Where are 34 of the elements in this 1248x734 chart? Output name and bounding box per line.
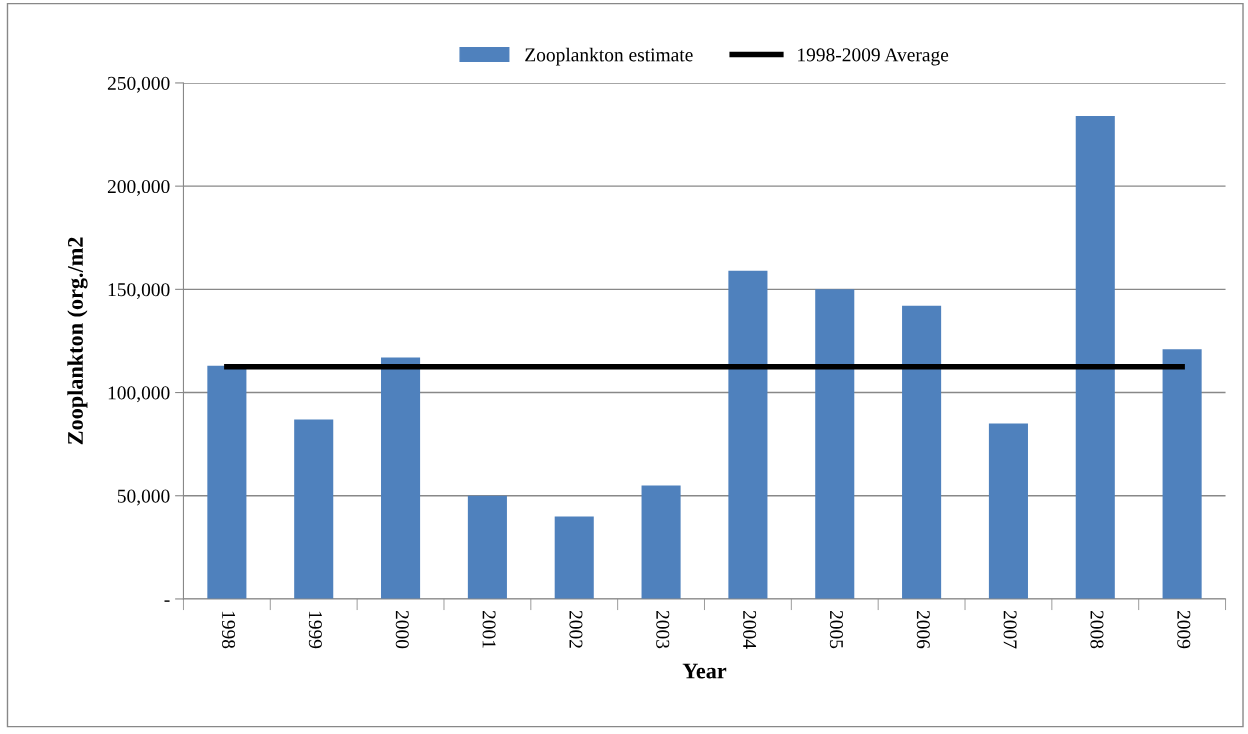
x-tick-label: 2006 bbox=[916, 610, 930, 649]
bar bbox=[728, 270, 768, 599]
x-tick-label: 1998 bbox=[222, 611, 236, 649]
x-axis-title: Year bbox=[682, 663, 727, 679]
y-tick-label: 250,000 bbox=[107, 76, 170, 93]
y-tick-label: 150,000 bbox=[108, 283, 170, 300]
y-tick-label: 50,000 bbox=[117, 489, 170, 506]
bar bbox=[641, 485, 681, 599]
bar bbox=[207, 365, 247, 599]
bar bbox=[902, 305, 942, 599]
x-tick-label: 1999 bbox=[308, 611, 322, 649]
x-tick-label: 2004 bbox=[743, 610, 757, 649]
legend-label: Zooplankton estimate bbox=[525, 47, 693, 66]
bar bbox=[554, 516, 594, 599]
bar bbox=[467, 495, 507, 599]
x-tick-label: 2009 bbox=[1177, 610, 1191, 649]
bar bbox=[988, 423, 1028, 599]
x-tick-label: 2007 bbox=[1003, 610, 1017, 649]
x-tick-label: 2003 bbox=[656, 610, 670, 649]
legend-label: 1998-2009 Average bbox=[798, 48, 949, 66]
bar bbox=[1162, 349, 1202, 599]
x-tick-label: 2000 bbox=[395, 610, 409, 649]
x-tick-label: 2001 bbox=[482, 610, 496, 648]
y-axis-title: Zooplankton (org./m2 bbox=[67, 237, 88, 445]
bar bbox=[1075, 115, 1115, 599]
x-tick-label: 2002 bbox=[569, 610, 583, 648]
bar bbox=[294, 419, 334, 599]
x-tick-label: 2005 bbox=[829, 610, 844, 649]
y-tick-label: 100,000 bbox=[108, 386, 170, 403]
y-tick-label: 200,000 bbox=[107, 179, 170, 196]
x-tick-label: 2008 bbox=[1090, 610, 1104, 649]
bar bbox=[381, 357, 421, 599]
bar bbox=[815, 289, 855, 599]
y-tick-label: - bbox=[164, 600, 170, 602]
